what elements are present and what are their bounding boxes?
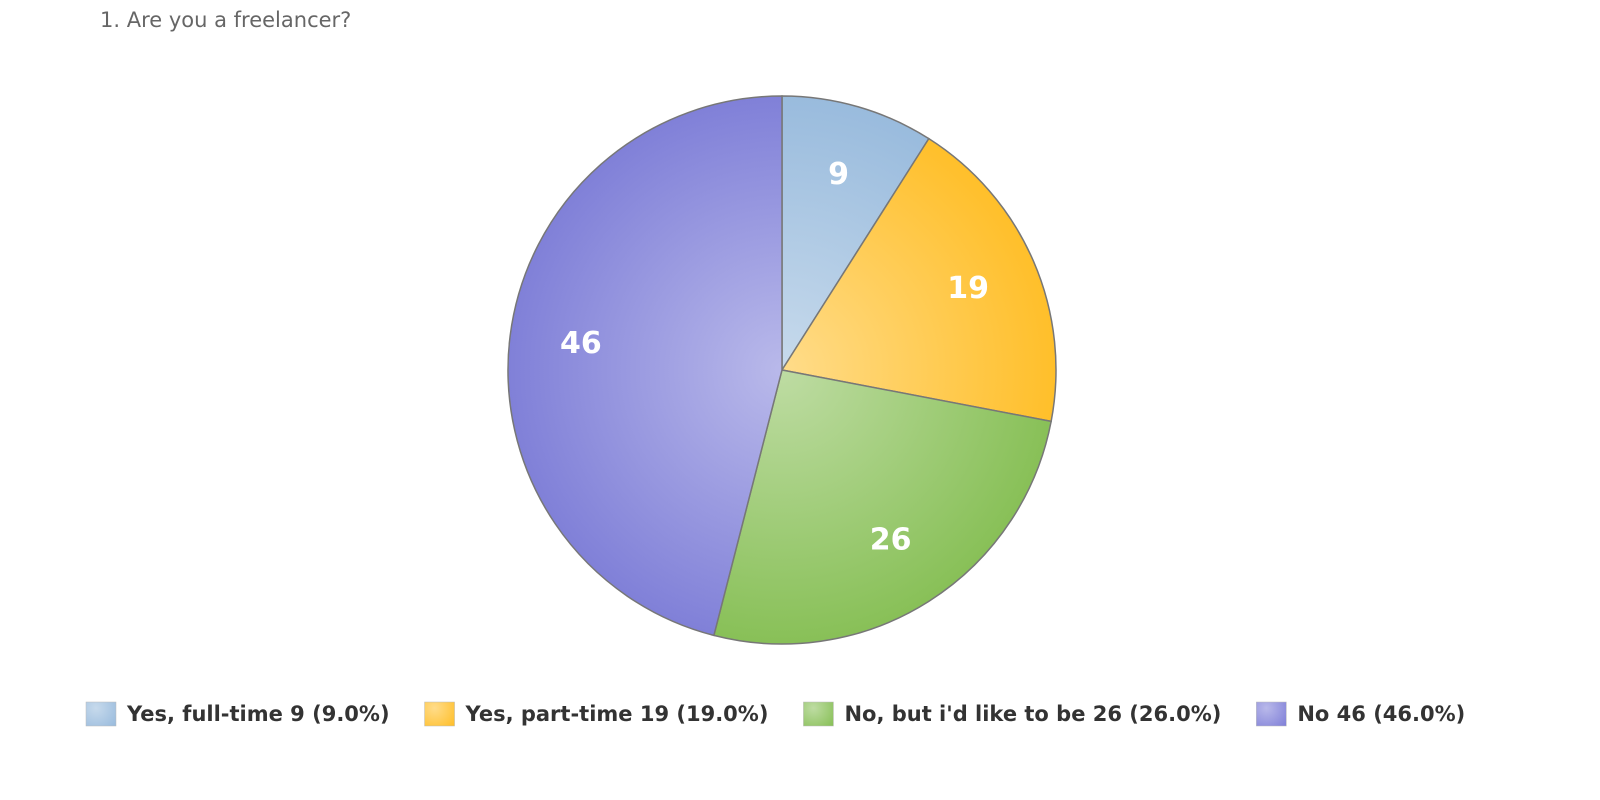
data-label: 9 — [828, 157, 849, 192]
data-label: 46 — [560, 326, 602, 361]
pie-slice — [780, 137, 1057, 423]
legend-label: Yes, full-time 9 (9.0%) — [126, 702, 390, 726]
chart-title: 1. Are you a freelancer? — [100, 8, 351, 32]
legend-swatch — [1256, 701, 1287, 727]
pie-slice — [507, 95, 783, 637]
pie-slice — [712, 369, 1053, 645]
data-label: 26 — [870, 523, 912, 558]
legend-label: No 46 (46.0%) — [1297, 702, 1465, 726]
pie-slice — [781, 95, 930, 373]
legend-swatch — [85, 701, 117, 727]
legend-swatch — [424, 701, 455, 727]
data-label: 19 — [947, 271, 989, 306]
legend-swatch — [803, 701, 834, 727]
legend-label: No, but i'd like to be 26 (26.0%) — [844, 702, 1221, 726]
legend-label: Yes, part-time 19 (19.0%) — [465, 702, 769, 726]
